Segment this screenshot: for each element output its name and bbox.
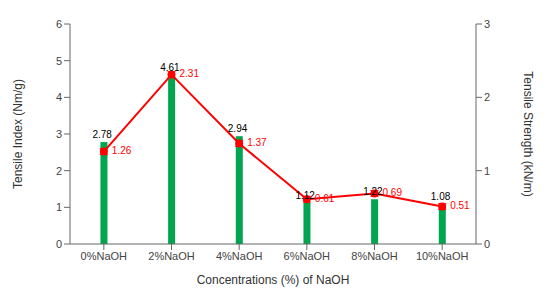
svg-text:0.61: 0.61	[315, 193, 335, 204]
svg-text:2.31: 2.31	[180, 68, 200, 79]
svg-text:4: 4	[56, 91, 62, 103]
svg-text:2%NaOH: 2%NaOH	[148, 250, 195, 262]
svg-text:0.51: 0.51	[450, 200, 470, 211]
svg-text:6%NaOH: 6%NaOH	[284, 250, 331, 262]
svg-text:Concentrations (%) of NaOH: Concentrations (%) of NaOH	[197, 273, 350, 287]
svg-text:Tensile Strength (kN/m): Tensile Strength (kN/m)	[521, 71, 535, 196]
svg-text:1.26: 1.26	[112, 145, 132, 156]
svg-text:2.94: 2.94	[228, 123, 248, 134]
svg-text:4.61: 4.61	[160, 62, 180, 73]
svg-text:6: 6	[56, 18, 62, 30]
svg-text:1: 1	[484, 165, 490, 177]
svg-text:1.37: 1.37	[247, 137, 267, 148]
svg-text:1.08: 1.08	[431, 191, 451, 202]
svg-text:Tensile Index (Nm/g): Tensile Index (Nm/g)	[11, 79, 25, 189]
svg-text:10%NaOH: 10%NaOH	[416, 250, 469, 262]
svg-text:8%NaOH: 8%NaOH	[351, 250, 398, 262]
svg-text:0: 0	[484, 238, 490, 250]
svg-text:4%NaOH: 4%NaOH	[216, 250, 263, 262]
svg-text:0.69: 0.69	[383, 187, 403, 198]
svg-text:0%NaOH: 0%NaOH	[81, 250, 128, 262]
svg-text:2.78: 2.78	[92, 129, 112, 140]
svg-text:3: 3	[56, 128, 62, 140]
svg-text:2: 2	[56, 165, 62, 177]
svg-text:5: 5	[56, 55, 62, 67]
svg-text:3: 3	[484, 18, 490, 30]
svg-text:1: 1	[56, 201, 62, 213]
svg-text:0: 0	[56, 238, 62, 250]
svg-text:2: 2	[484, 91, 490, 103]
svg-text:1.22: 1.22	[363, 186, 383, 197]
svg-text:1.12: 1.12	[295, 190, 315, 201]
